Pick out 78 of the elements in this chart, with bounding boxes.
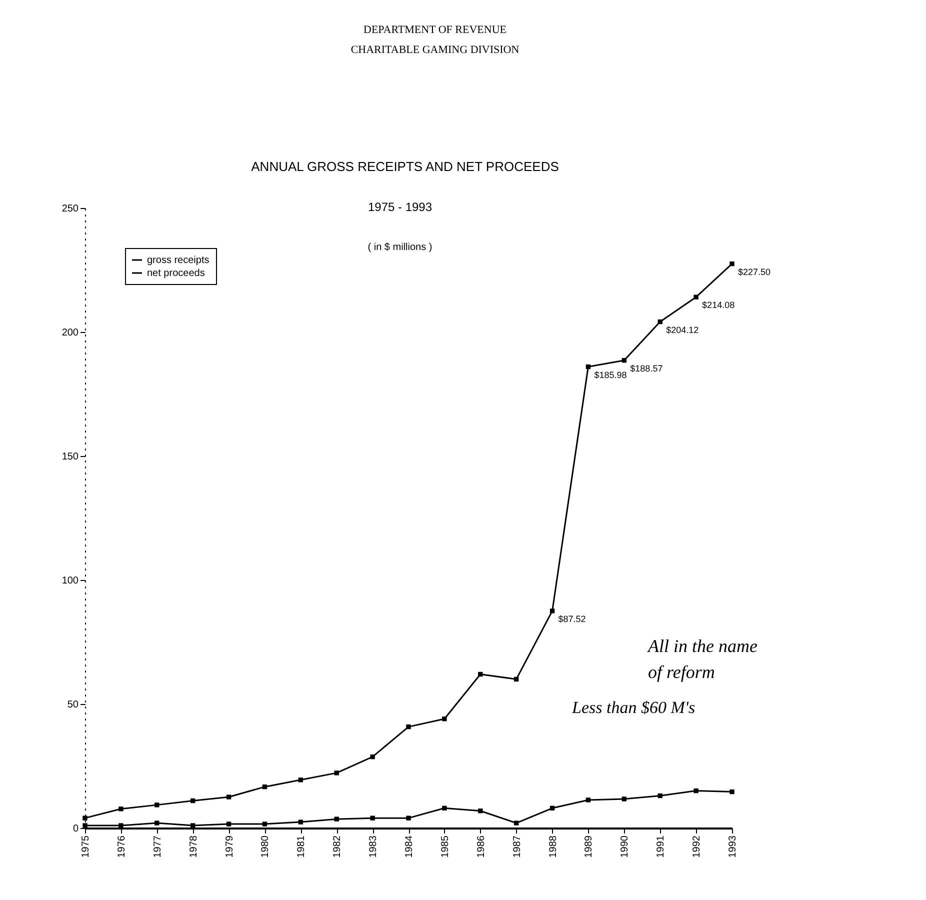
point [118, 806, 124, 812]
annotation: ( in $ millions ) [368, 242, 432, 253]
y-tick-label: 100 [62, 576, 79, 586]
annotation: Less than $60 M's [571, 698, 696, 717]
point [82, 823, 88, 828]
point [370, 816, 375, 820]
point [550, 806, 555, 811]
point [406, 724, 411, 730]
point [658, 793, 662, 798]
point [370, 754, 375, 760]
x-tick-label: 1979 [224, 835, 236, 858]
x-tick-label: 1989 [584, 835, 595, 858]
x-tick-label: 1984 [404, 835, 415, 858]
data-label: $204.12 [666, 324, 699, 335]
point [82, 816, 88, 820]
data-label: $87.52 [558, 614, 586, 624]
data-label: $214.08 [702, 300, 735, 310]
point [550, 608, 555, 614]
point [514, 820, 519, 826]
point [154, 820, 160, 826]
point [334, 770, 339, 776]
point [658, 319, 662, 324]
point [730, 261, 734, 266]
point [406, 816, 411, 820]
point [514, 676, 519, 682]
point [694, 294, 698, 300]
x-tick-label: 1985 [440, 835, 451, 858]
point [586, 798, 591, 802]
point [262, 784, 268, 790]
legend-label: gross receipts [147, 255, 210, 266]
point [190, 823, 196, 828]
y-tick-label: 0 [72, 824, 79, 834]
x-tick-label: 1988 [548, 835, 559, 858]
x-tick-label: 1991 [656, 835, 667, 858]
x-tick-label: 1992 [692, 835, 703, 858]
chart-subtitle: 1975 - 1993 [368, 200, 432, 214]
point [298, 778, 304, 782]
point [154, 802, 160, 808]
x-tick-label: 1983 [368, 835, 380, 858]
x-tick-label: 1980 [260, 835, 272, 858]
x-tick-label: 1977 [152, 835, 164, 858]
data-label: $185.98 [594, 370, 627, 380]
point [262, 822, 268, 826]
x-tick-label: 1990 [620, 835, 631, 858]
point [622, 358, 627, 363]
point [694, 788, 698, 794]
x-tick-label: 1981 [296, 835, 308, 858]
point [298, 820, 304, 824]
point [190, 798, 196, 804]
chart-title: ANNUAL GROSS RECEIPTS AND NET PROCEEDS [251, 159, 560, 174]
point [226, 794, 232, 800]
point [586, 364, 591, 370]
point [478, 808, 483, 814]
x-tick-label: 1986 [476, 835, 487, 858]
point [226, 822, 232, 826]
text: CHARITABLE GAMING DIVISION [350, 44, 520, 56]
x-tick-label: 1978 [188, 835, 200, 858]
point [442, 806, 447, 811]
y-tick-label: 150 [62, 452, 79, 462]
data-label: $188.57 [630, 363, 663, 374]
x-tick-label: 1975 [80, 835, 92, 858]
x-tick-label: 1987 [512, 835, 523, 858]
point [622, 796, 627, 802]
legend-label: net proceeds [147, 268, 205, 279]
text: DEPARTMENT OF REVENUE [364, 24, 507, 36]
x-tick-label: 1993 [728, 835, 738, 858]
data-label: $227.50 [738, 266, 771, 277]
point [442, 716, 447, 722]
point [478, 672, 483, 677]
point [334, 816, 339, 822]
x-tick-label: 1982 [332, 835, 344, 858]
x-tick-label: 1976 [116, 835, 128, 858]
annotation: All in the name of reform [647, 636, 758, 682]
point [118, 823, 124, 828]
point [730, 789, 734, 794]
y-tick-label: 250 [62, 204, 79, 214]
y-tick-label: 200 [62, 328, 79, 338]
y-tick-label: 50 [67, 700, 79, 710]
